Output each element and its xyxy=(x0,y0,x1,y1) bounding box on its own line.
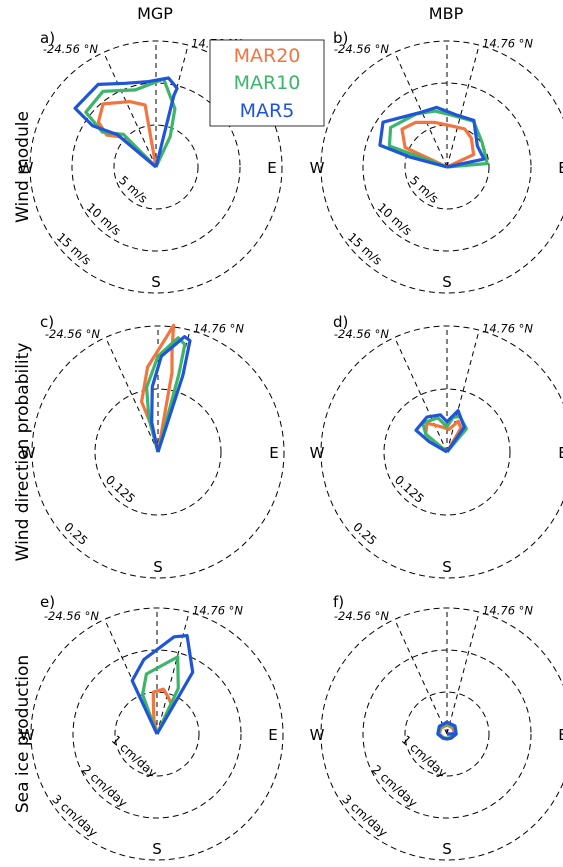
ring-label-3: 3 cm/day xyxy=(49,792,100,840)
ring-1 xyxy=(113,124,199,210)
ring-3 xyxy=(30,607,284,861)
latitude-line-2 xyxy=(446,612,480,735)
panel-label-c: c) xyxy=(40,313,54,331)
latitude-label-left: -24.56 °N xyxy=(43,42,98,56)
latitude-line-1 xyxy=(103,52,157,168)
series-line-mar20 xyxy=(400,120,476,169)
ring-label-1: 5 m/s xyxy=(407,173,441,206)
panel-label-d: d) xyxy=(333,313,348,331)
direction-label-west: W xyxy=(310,444,325,462)
panel-label-f: f) xyxy=(333,593,344,611)
legend-box xyxy=(209,39,325,127)
column-title-mbp: MBP xyxy=(429,4,464,23)
row-label-wind-module: Wind module xyxy=(13,111,33,223)
ring-3 xyxy=(320,40,563,294)
series-line-mar5 xyxy=(378,105,486,169)
direction-label-west: W xyxy=(19,159,34,177)
latitude-label-left: -24.56 °N xyxy=(44,609,99,623)
row-label-sea-ice-production: Sea ice production xyxy=(13,655,33,813)
ring-1 xyxy=(383,388,511,516)
column-title-mgp: MGP xyxy=(137,4,173,23)
latitude-label-right: 14.76 °N xyxy=(192,603,243,617)
direction-label-south: S xyxy=(442,558,452,576)
panel-c: -24.56 °N 14.76 °N W E S 0.125 0.25 c) xyxy=(21,313,285,579)
panel-label-a: a) xyxy=(40,29,55,47)
panel-b: -24.56 °N 14.76 °N W E S 5 m/s10 m/s15 m/s b) xyxy=(310,29,563,294)
ring-label-1: 5 m/s xyxy=(116,173,150,206)
latitude-label-right: 14.76 °N xyxy=(482,36,533,50)
direction-label-east: E xyxy=(267,159,276,177)
latitude-line-1 xyxy=(394,52,448,168)
ring-1 xyxy=(114,691,200,777)
series-line-mar5 xyxy=(150,335,192,453)
series-line-mar5 xyxy=(73,76,179,169)
ring-label-3: 15 m/s xyxy=(54,230,94,268)
latitude-label-left: -24.56 °N xyxy=(334,327,389,341)
panel-label-e: e) xyxy=(40,593,55,611)
direction-label-east: E xyxy=(268,726,277,744)
ring-label-2: 10 m/s xyxy=(375,200,415,238)
series-line-mar5 xyxy=(436,720,458,741)
ring-3 xyxy=(29,40,283,294)
series-line-mar5 xyxy=(130,634,195,735)
ring-label-2: 2 cm/day xyxy=(369,762,420,810)
latitude-line-2 xyxy=(446,330,480,453)
ring-label-1: 0.125 xyxy=(103,473,138,506)
latitude-label-right: 14.76 °N xyxy=(193,321,244,335)
direction-label-east: E xyxy=(558,726,563,744)
latitude-label-left: -24.56 °N xyxy=(334,42,389,56)
ring-label-1: 1 cm/day xyxy=(109,733,160,781)
latitude-label-left: -24.56 °N xyxy=(45,327,100,341)
direction-label-west: W xyxy=(310,159,325,177)
direction-label-south: S xyxy=(442,840,452,858)
legend-entry-mar20: MAR20 xyxy=(234,45,301,67)
ring-label-2: 10 m/s xyxy=(84,200,124,238)
series-line-mar10 xyxy=(387,109,489,169)
row-label-wind-direction-probability: Wind direction probability xyxy=(13,343,33,562)
panels: -24.56 °N14.76 °NWES5 m/s10 m/s15 m/sa)-… xyxy=(19,29,563,861)
ring-label-3: 15 m/s xyxy=(345,230,385,268)
direction-label-west: W xyxy=(20,726,35,744)
direction-label-south: S xyxy=(153,558,163,576)
ring-label-2: 0.25 xyxy=(61,520,90,548)
latitude-label-right: 14.76 °N xyxy=(482,603,533,617)
legend: MAR20 MAR10 MAR5 xyxy=(209,39,325,127)
ring-label-2: 2 cm/day xyxy=(79,762,130,810)
ring-1 xyxy=(94,388,222,516)
series-line-mar10 xyxy=(141,655,180,735)
ring-label-2: 0.25 xyxy=(350,520,379,548)
ring-label-1: 1 cm/day xyxy=(399,733,450,781)
latitude-line-1 xyxy=(105,337,159,453)
panel-d: -24.56 °N 14.76 °N W E S 0.125 0.25 d) xyxy=(310,313,563,579)
direction-label-west: W xyxy=(21,444,36,462)
ring-2 xyxy=(320,325,563,579)
latitude-line-2 xyxy=(446,45,480,168)
direction-label-west: W xyxy=(310,726,325,744)
legend-entry-mar5: MAR5 xyxy=(240,100,295,122)
latitude-label-right: 14.76 °N xyxy=(482,321,533,335)
direction-label-east: E xyxy=(269,444,278,462)
latitude-line-1 xyxy=(394,337,448,453)
series-line-mar10 xyxy=(145,336,187,453)
ring-label-3: 3 cm/day xyxy=(339,792,390,840)
ring-3 xyxy=(320,607,563,861)
latitude-line-1 xyxy=(394,619,448,735)
ring-1 xyxy=(404,124,490,210)
ring-1 xyxy=(404,691,490,777)
legend-entry-mar10: MAR10 xyxy=(234,72,301,94)
direction-label-east: E xyxy=(558,444,563,462)
ring-label-1: 0.125 xyxy=(392,473,427,506)
direction-label-south: S xyxy=(152,840,162,858)
latitude-line-2 xyxy=(156,612,190,735)
panel-label-b: b) xyxy=(333,29,348,47)
series-line-mar5 xyxy=(414,409,466,454)
direction-label-south: S xyxy=(442,273,452,291)
ring-2 xyxy=(31,325,285,579)
direction-label-east: E xyxy=(558,159,563,177)
direction-label-south: S xyxy=(151,273,161,291)
latitude-label-left: -24.56 °N xyxy=(334,609,389,623)
